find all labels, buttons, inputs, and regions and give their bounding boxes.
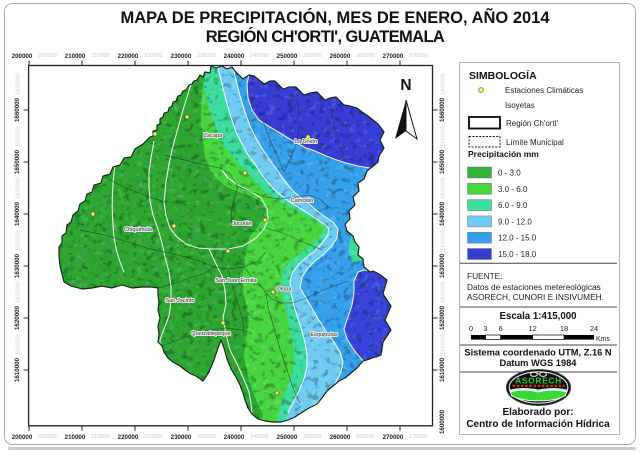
svg-text:1610000: 1610000 [16, 333, 22, 355]
svg-text:260000: 260000 [330, 434, 351, 441]
svg-text:N: N [400, 77, 411, 94]
svg-text:Límite Municipal: Límite Municipal [506, 138, 564, 147]
svg-text:Jocotán: Jocotán [232, 221, 252, 227]
svg-text:3: 3 [483, 324, 487, 333]
svg-text:Centro de Información Hídrica: Centro de Información Hídrica [466, 419, 610, 430]
svg-text:La Unión: La Unión [295, 139, 317, 145]
svg-text:1650000: 1650000 [439, 149, 446, 174]
svg-text:250000: 250000 [277, 53, 298, 60]
svg-text:FUENTE:: FUENTE: [467, 271, 503, 281]
svg-text:220000: 220000 [144, 434, 163, 440]
svg-text:1630000: 1630000 [441, 229, 447, 251]
svg-text:1620000: 1620000 [441, 281, 447, 303]
svg-text:210000: 210000 [65, 434, 86, 441]
svg-text:240000: 240000 [250, 434, 269, 440]
svg-text:1650000: 1650000 [441, 125, 447, 147]
svg-text:15.0 - 18.0: 15.0 - 18.0 [498, 250, 537, 259]
svg-text:1660000: 1660000 [16, 73, 22, 95]
svg-text:Olopa: Olopa [277, 287, 293, 293]
svg-text:270000: 270000 [409, 53, 428, 59]
svg-text:1650000: 1650000 [16, 125, 22, 147]
svg-text:1610000: 1610000 [439, 357, 446, 382]
svg-text:250000: 250000 [303, 53, 322, 59]
svg-text:Esquipulas: Esquipulas [310, 332, 338, 338]
svg-text:Isoyetas: Isoyetas [505, 101, 535, 110]
svg-text:210000: 210000 [65, 53, 86, 60]
svg-text:270000: 270000 [409, 434, 428, 440]
svg-text:240000: 240000 [224, 53, 245, 60]
svg-text:1610000: 1610000 [14, 357, 21, 382]
svg-text:1630000: 1630000 [14, 253, 21, 278]
svg-text:ASORECH: ASORECH [515, 376, 562, 386]
svg-text:12.0 - 15.0: 12.0 - 15.0 [498, 234, 537, 243]
svg-text:3.0 - 6.0: 3.0 - 6.0 [498, 185, 528, 194]
svg-text:250000: 250000 [303, 434, 322, 440]
svg-text:1610000: 1610000 [441, 333, 447, 355]
svg-text:200000: 200000 [38, 434, 57, 440]
svg-text:1660000: 1660000 [14, 97, 21, 122]
svg-text:200000: 200000 [12, 434, 33, 441]
svg-text:210000: 210000 [91, 53, 110, 59]
svg-text:1630000: 1630000 [16, 229, 22, 251]
svg-text:1660000: 1660000 [441, 73, 447, 95]
svg-text:6.0 - 9.0: 6.0 - 9.0 [498, 201, 528, 210]
svg-text:260000: 260000 [356, 53, 375, 59]
svg-text:220000: 220000 [144, 53, 163, 59]
svg-text:220000: 220000 [118, 53, 139, 60]
svg-text:270000: 270000 [383, 53, 404, 60]
svg-text:1640000: 1640000 [439, 201, 446, 226]
svg-text:1660000: 1660000 [439, 97, 446, 122]
svg-text:230000: 230000 [197, 53, 216, 59]
svg-text:1630000: 1630000 [439, 253, 446, 278]
svg-text:1640000: 1640000 [441, 177, 447, 199]
svg-text:0 - 3.0: 0 - 3.0 [498, 169, 521, 178]
svg-text:1640000: 1640000 [16, 177, 22, 199]
svg-text:Región Ch'orti': Región Ch'orti' [506, 119, 558, 128]
svg-text:1640000: 1640000 [14, 201, 21, 226]
svg-text:San Jacinto: San Jacinto [165, 298, 194, 304]
svg-text:SIMBOLOGÍA: SIMBOLOGÍA [469, 69, 537, 82]
svg-text:Quetzaltepeque: Quetzaltepeque [191, 331, 231, 337]
svg-text:9.0 - 12.0: 9.0 - 12.0 [498, 217, 532, 226]
svg-text:230000: 230000 [171, 53, 192, 60]
svg-text:0: 0 [469, 324, 473, 333]
svg-text:ASORECH, CUNORI E INSIVUMEH.: ASORECH, CUNORI E INSIVUMEH. [467, 292, 604, 302]
svg-text:230000: 230000 [197, 434, 216, 440]
svg-text:Chiquimula: Chiquimula [124, 227, 153, 233]
svg-text:Precipitación mm: Precipitación mm [468, 149, 539, 159]
svg-text:San Juan Ermita: San Juan Ermita [215, 278, 257, 284]
svg-text:18: 18 [560, 324, 568, 333]
svg-text:Datum WGS 1984: Datum WGS 1984 [500, 358, 578, 368]
svg-text:220000: 220000 [118, 434, 139, 441]
svg-text:24: 24 [590, 324, 598, 333]
svg-text:Camotán: Camotán [291, 198, 314, 204]
svg-text:Escala 1:415,000: Escala 1:415,000 [499, 311, 576, 322]
svg-text:250000: 250000 [277, 434, 298, 441]
svg-text:1620000: 1620000 [14, 305, 21, 330]
svg-text:230000: 230000 [171, 434, 192, 441]
svg-text:Sistema coordenado UTM, Z.16 N: Sistema coordenado UTM, Z.16 N [464, 348, 612, 358]
svg-text:Datos de estaciones metereológ: Datos de estaciones metereológicas [467, 282, 601, 292]
svg-text:260000: 260000 [330, 53, 351, 60]
svg-text:270000: 270000 [383, 434, 404, 441]
svg-text:1650000: 1650000 [14, 149, 21, 174]
svg-text:1620000: 1620000 [439, 305, 446, 330]
svg-text:260000: 260000 [356, 434, 375, 440]
svg-text:Elaborado por:: Elaborado por: [502, 407, 573, 418]
svg-text:Estaciones Climáticas: Estaciones Climáticas [505, 86, 583, 95]
svg-text:200000: 200000 [12, 53, 33, 60]
svg-text:Kms: Kms [596, 336, 611, 343]
svg-text:Zacapa: Zacapa [204, 133, 224, 139]
svg-text:240000: 240000 [250, 53, 269, 59]
svg-text:210000: 210000 [91, 434, 110, 440]
svg-text:1600000: 1600000 [439, 409, 446, 434]
svg-text:6: 6 [499, 324, 503, 333]
svg-text:1620000: 1620000 [16, 281, 22, 303]
svg-text:200000: 200000 [38, 53, 57, 59]
svg-text:12: 12 [528, 324, 536, 333]
svg-text:240000: 240000 [224, 434, 245, 441]
